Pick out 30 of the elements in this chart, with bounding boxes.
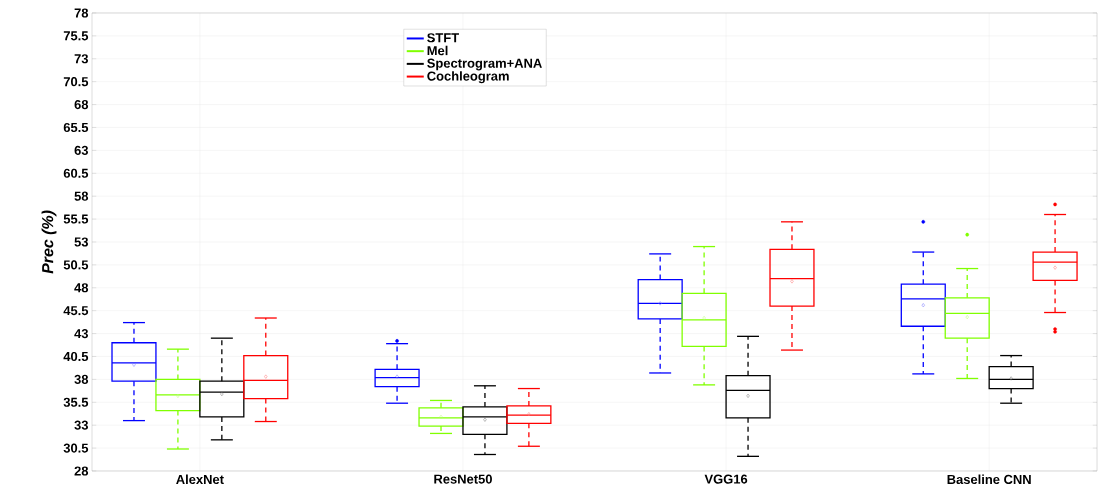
y-tick-label: 40.5 (63, 351, 89, 362)
legend-label: Mel (427, 45, 448, 56)
y-tick-label: 50.5 (63, 260, 89, 270)
y-tick-label: 75.5 (63, 31, 89, 41)
y-tick-label: 30.5 (63, 443, 89, 453)
y-tick-label: 78 (74, 8, 89, 18)
y-tick-label: 65.5 (63, 122, 89, 133)
y-tick-label: 43 (74, 328, 89, 339)
y-axis-title: Prec (%) (41, 210, 57, 274)
y-tick-label: 48 (74, 283, 89, 293)
x-tick-label: ResNet50 (434, 474, 492, 484)
y-tick-label: 28 (74, 466, 89, 476)
y-tick-label: 73 (74, 54, 89, 64)
y-tick-label: 60.5 (63, 168, 89, 178)
y-tick-label: 70.5 (63, 77, 89, 87)
legend-label: Spectrogram+ANA (427, 58, 542, 71)
legend-label: Cochleogram (427, 71, 509, 84)
y-tick-label: 35.5 (63, 397, 89, 407)
y-tick-label: 55.5 (63, 214, 89, 224)
y-tick-label: 53 (74, 237, 89, 247)
legend-label: STFT (427, 33, 459, 43)
x-tick-label: VGG16 (704, 474, 748, 484)
x-tick-label: AlexNet (176, 474, 224, 485)
y-tick-label: 38 (74, 374, 89, 384)
y-tick-label: 45.5 (63, 306, 89, 316)
y-tick-label: 63 (74, 145, 89, 155)
x-tick-label: Baseline CNN (947, 474, 1031, 485)
y-tick-label: 33 (74, 420, 89, 430)
y-tick-label: 58 (74, 191, 89, 201)
y-tick-label: 68 (74, 100, 89, 110)
